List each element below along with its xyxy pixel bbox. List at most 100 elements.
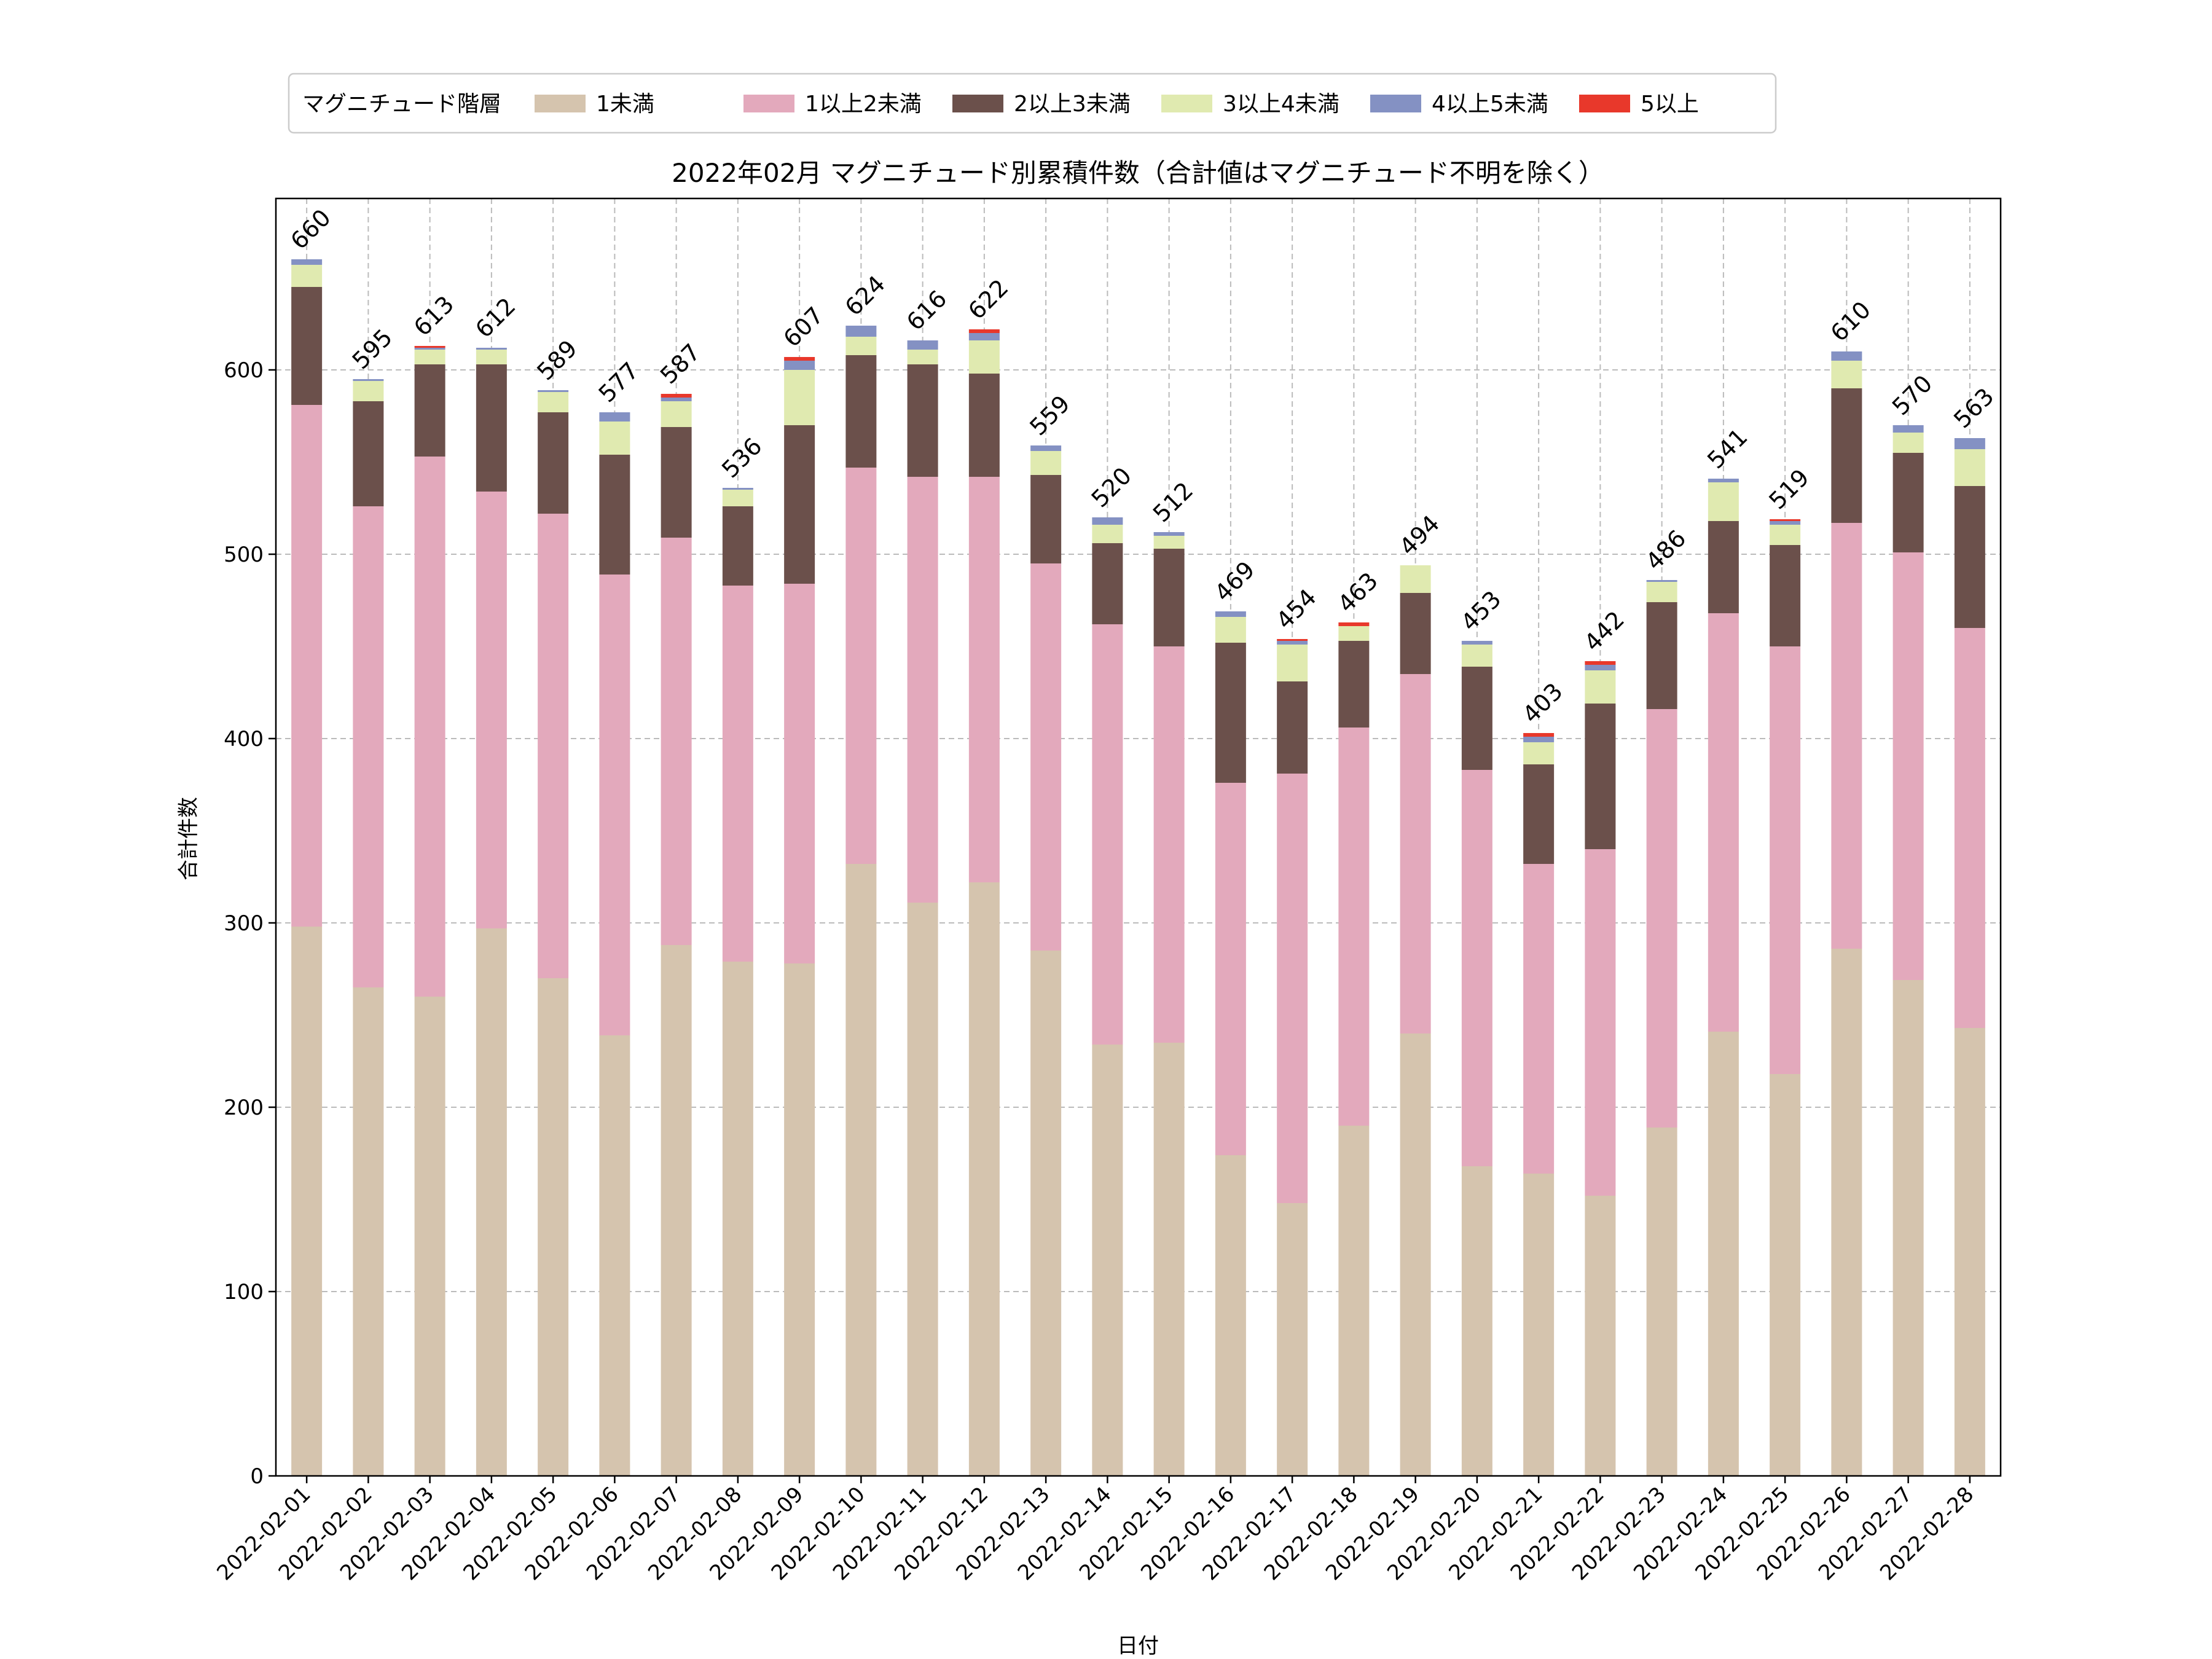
bar-segment bbox=[661, 398, 692, 401]
y-tick-label: 500 bbox=[224, 543, 264, 567]
bar-segment bbox=[1892, 980, 1924, 1476]
total-label: 607 bbox=[778, 302, 828, 352]
bar-segment bbox=[1400, 565, 1431, 593]
bar-segment bbox=[784, 370, 815, 425]
bar-segment bbox=[414, 997, 445, 1476]
total-label: 486 bbox=[1641, 525, 1691, 575]
bar-segment bbox=[968, 477, 1000, 882]
bar-segment bbox=[1338, 1126, 1370, 1476]
total-label: 519 bbox=[1763, 464, 1814, 514]
bar-segment bbox=[1585, 661, 1616, 665]
bar-segment bbox=[1523, 864, 1555, 1174]
y-tick-label: 200 bbox=[224, 1096, 264, 1120]
bar-segment bbox=[538, 392, 569, 412]
bar-segment bbox=[968, 340, 1000, 374]
bar-segment bbox=[1215, 1155, 1246, 1476]
bar-segment bbox=[1646, 709, 1677, 1128]
bar-segment bbox=[722, 962, 753, 1476]
bar-segment bbox=[1523, 764, 1555, 864]
bar-segment bbox=[1030, 563, 1062, 951]
bar-segment bbox=[1954, 449, 1985, 486]
bar-segment bbox=[1153, 646, 1185, 1043]
total-label: 563 bbox=[1948, 383, 1999, 433]
bar-segment bbox=[1030, 445, 1062, 451]
bar-segment bbox=[599, 455, 630, 575]
bar-segment bbox=[1770, 519, 1801, 521]
bar-segment bbox=[291, 405, 323, 927]
bar-segment bbox=[1954, 628, 1985, 1028]
bar-segment bbox=[414, 350, 445, 364]
total-label: 616 bbox=[901, 285, 952, 335]
grid-lines bbox=[276, 198, 2001, 1477]
bar-segment bbox=[968, 329, 1000, 333]
bar-segment bbox=[722, 490, 753, 506]
bar-segment bbox=[291, 259, 323, 265]
bar-segment bbox=[291, 265, 323, 287]
bar-segment bbox=[907, 340, 938, 350]
bar-segment bbox=[1092, 543, 1123, 624]
bar-segment bbox=[1770, 521, 1801, 525]
bar-segment bbox=[353, 381, 384, 401]
legend-label: 4以上5未満 bbox=[1432, 92, 1548, 117]
bar-segment bbox=[784, 963, 815, 1476]
bar-segment bbox=[1585, 849, 1616, 1196]
legend-label: 5以上 bbox=[1641, 92, 1699, 117]
y-tick-label: 600 bbox=[224, 358, 264, 383]
bar-segment bbox=[1770, 646, 1801, 1074]
bar-segment bbox=[661, 427, 692, 538]
legend-label: 3以上4未満 bbox=[1223, 92, 1339, 117]
bar-segment bbox=[722, 586, 753, 962]
bar-segment bbox=[476, 350, 507, 364]
bar-segment bbox=[1461, 1166, 1492, 1476]
bar-segment bbox=[1892, 552, 1924, 980]
bar-segment bbox=[845, 864, 877, 1476]
bar-segment bbox=[1646, 1128, 1677, 1476]
bar-segment bbox=[1153, 549, 1185, 646]
bar-segment bbox=[1708, 1032, 1739, 1476]
bar-segment bbox=[476, 928, 507, 1476]
bar-segment bbox=[1585, 1196, 1616, 1476]
bar-segment bbox=[1277, 641, 1308, 645]
total-label: 453 bbox=[1456, 586, 1506, 636]
legend: マグニチュード階層 1未満 1以上2未満 2以上3未満 3以上4未満 4以上5未満 5以上 bbox=[288, 73, 1777, 134]
bar-segment bbox=[1770, 545, 1801, 646]
total-label: 577 bbox=[594, 357, 644, 407]
legend-label: 2以上3未満 bbox=[1014, 92, 1131, 117]
bar-segment bbox=[1338, 626, 1370, 641]
bar-segment bbox=[599, 575, 630, 1035]
bar-segment bbox=[1585, 670, 1616, 704]
bar-segment bbox=[1770, 525, 1801, 545]
legend-swatch bbox=[1370, 95, 1421, 112]
bar-segment bbox=[476, 364, 507, 492]
bar-segment bbox=[1585, 704, 1616, 849]
total-label: 454 bbox=[1271, 584, 1321, 634]
legend-swatch bbox=[743, 95, 794, 112]
legend-title: マグニチュード階層 bbox=[302, 92, 501, 117]
bar-segment bbox=[1892, 453, 1924, 552]
bar-segment bbox=[414, 346, 445, 348]
bar-segment bbox=[784, 361, 815, 370]
bar-segment bbox=[1153, 536, 1185, 549]
total-label: 587 bbox=[655, 339, 705, 389]
bar-segment bbox=[1708, 482, 1739, 521]
bar-segment bbox=[1400, 674, 1431, 1033]
bar-segment bbox=[907, 477, 938, 903]
bar-segment bbox=[1030, 451, 1062, 475]
bar-segment bbox=[599, 1035, 630, 1476]
bar-segment bbox=[1708, 613, 1739, 1032]
y-tick-label: 400 bbox=[224, 727, 264, 751]
bar-segment bbox=[1461, 667, 1492, 770]
total-label: 520 bbox=[1086, 462, 1137, 512]
bar-segment bbox=[845, 355, 877, 468]
bar-segment bbox=[1092, 1045, 1123, 1476]
bar-segment bbox=[1523, 742, 1555, 764]
bar-segment bbox=[1461, 645, 1492, 667]
bar-segment bbox=[1646, 582, 1677, 602]
bar-segment bbox=[784, 584, 815, 963]
bar-segment bbox=[1277, 1203, 1308, 1476]
bar-segment bbox=[661, 394, 692, 398]
bar-segment bbox=[1400, 1033, 1431, 1476]
bar-segment bbox=[1954, 486, 1985, 628]
bar-segment bbox=[1338, 641, 1370, 728]
plot-frame bbox=[275, 197, 2002, 1477]
